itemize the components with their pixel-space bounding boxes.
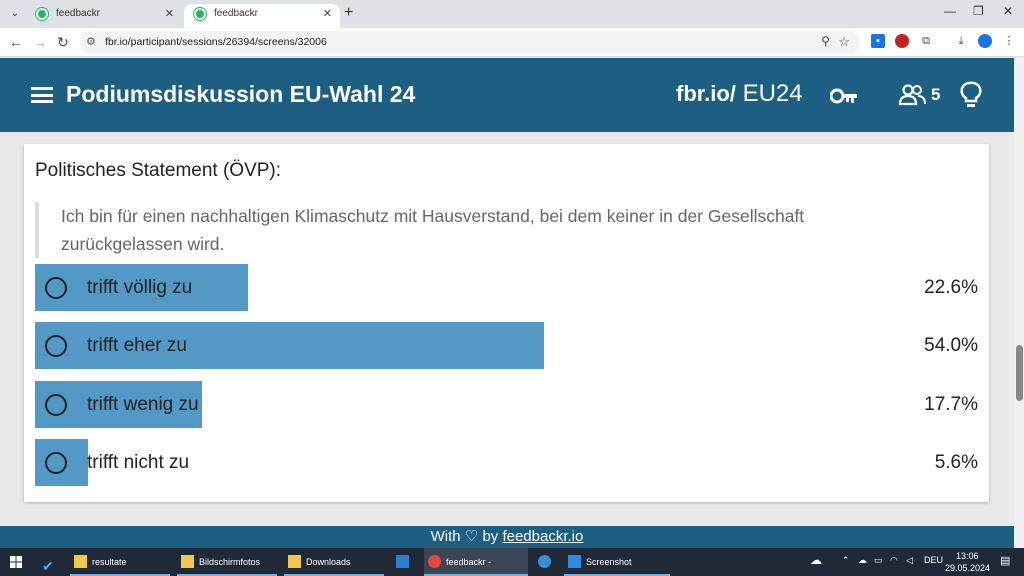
option-row[interactable]: trifft wenig zu 17.7% (35, 381, 978, 428)
browser-toolbar: ← → ↻ ⚙ fbr.io/participant/sessions/2639… (0, 28, 1024, 57)
option-percent: 22.6% (924, 277, 978, 298)
edge-app-icon[interactable] (534, 548, 562, 576)
footer-with: With (430, 528, 461, 545)
maximize-icon[interactable]: ❐ (973, 4, 984, 18)
tray-chevron-icon[interactable]: ⌃ (842, 555, 850, 565)
folder-icon (181, 555, 194, 568)
option-label: trifft wenig zu (87, 394, 199, 415)
weather-icon[interactable]: ☁ (810, 553, 822, 567)
app-header: Podiumsdiskussion EU-Wahl 24 fbr.io/ EU2… (0, 58, 1014, 132)
extension-red-icon[interactable] (895, 34, 909, 48)
option-row[interactable]: trifft völlig zu 22.6% (35, 264, 978, 311)
statement-quote: Ich bin für einen nachhaltigen Klimaschu… (35, 202, 915, 258)
mail-app-icon[interactable] (392, 548, 420, 576)
tab-title: feedbackr (56, 8, 100, 19)
hamburger-menu-icon[interactable] (31, 87, 53, 103)
new-tab-icon[interactable]: + (344, 4, 354, 21)
close-icon[interactable]: ✕ (322, 8, 332, 20)
key-icon[interactable] (830, 86, 858, 106)
download-icon[interactable]: ⤓ (958, 35, 964, 47)
extension-icon[interactable]: ▪ (871, 34, 885, 48)
forward-icon[interactable]: → (33, 34, 47, 50)
site-info-icon[interactable]: ⚙ (86, 36, 96, 48)
radio-button[interactable] (45, 452, 67, 474)
brand-code: EU24 (742, 80, 803, 107)
question-title: Politisches Statement (ÖVP): (35, 160, 282, 181)
result-bar (35, 264, 248, 311)
profile-avatar-icon[interactable] (978, 34, 992, 48)
tab-search-icon[interactable]: ⌄ (10, 8, 20, 19)
address-bar[interactable]: ⚙ fbr.io/participant/sessions/26394/scre… (80, 31, 860, 54)
option-percent: 54.0% (924, 335, 978, 356)
wifi-icon[interactable]: ◠ (890, 555, 898, 565)
windows-taskbar: ✔ resultate Bildschirmfotos Downloads fe… (0, 548, 1024, 576)
zoom-icon[interactable]: ⚲ (821, 34, 830, 48)
radio-button[interactable] (45, 335, 67, 357)
session-code: fbr.io/ EU24 (676, 80, 803, 108)
extensions-puzzle-icon[interactable]: ⧉ (922, 35, 930, 47)
window-close-icon[interactable]: ✕ (1003, 4, 1014, 18)
brand-prefix: fbr.io/ (676, 81, 736, 106)
page-scrollbar[interactable] (1014, 58, 1024, 548)
onedrive-icon[interactable]: ☁ (858, 555, 867, 565)
reload-icon[interactable]: ↻ (57, 34, 69, 50)
browser-menu-icon[interactable]: ⋮ (1003, 35, 1015, 47)
page-title: Podiumsdiskussion EU-Wahl 24 (66, 81, 416, 107)
tab-feedbackr-1[interactable]: feedbackr ✕ (26, 4, 182, 28)
participants-icon (898, 84, 926, 106)
option-label: trifft völlig zu (87, 277, 193, 298)
checkmark-app-icon[interactable]: ✔ (42, 558, 54, 574)
result-bar (35, 322, 544, 369)
taskbar-item-resultate[interactable]: resultate (70, 548, 170, 576)
url-text: fbr.io/participant/sessions/26394/screen… (105, 36, 327, 48)
heart-icon: ♡ (464, 528, 479, 545)
clock-date[interactable]: 29.05.2024 (945, 563, 991, 573)
option-row[interactable]: trifft eher zu 54.0% (35, 322, 978, 369)
option-label: trifft eher zu (87, 335, 187, 356)
feedbackr-favicon-icon (36, 8, 48, 20)
feedbackr-favicon-icon (194, 8, 206, 20)
taskbar-item-downloads[interactable]: Downloads (284, 548, 384, 576)
feedbackr-link[interactable]: feedbackr.io (502, 528, 584, 545)
close-icon[interactable]: ✕ (164, 8, 174, 20)
scrollbar-thumb[interactable] (1016, 345, 1023, 401)
participant-count: 5 (931, 85, 941, 104)
lightbulb-icon[interactable] (960, 81, 982, 109)
tab-title: feedbackr (214, 8, 258, 19)
taskbar-item-bildschirmfotos[interactable]: Bildschirmfotos (177, 548, 277, 576)
folder-icon (74, 555, 87, 568)
option-percent: 5.6% (934, 452, 978, 473)
taskbar-item-screenshot[interactable]: Screenshot (49).png... (564, 548, 670, 576)
back-icon[interactable]: ← (9, 34, 23, 50)
windows-start-icon[interactable] (10, 556, 22, 568)
question-card: Politisches Statement (ÖVP): Ich bin für… (24, 144, 989, 502)
tab-feedbackr-2[interactable]: feedbackr ✕ (184, 4, 340, 28)
radio-button[interactable] (45, 277, 67, 299)
clock-time[interactable]: 13:06 (956, 551, 979, 561)
main-content: Politisches Statement (ÖVP): Ich bin für… (0, 132, 1014, 526)
tab-strip: ⌄ feedbackr ✕ feedbackr ✕ + — ❐ ✕ (0, 0, 1024, 28)
radio-button[interactable] (45, 394, 67, 416)
language-indicator[interactable]: DEU (924, 555, 944, 565)
folder-icon (288, 555, 301, 568)
option-percent: 17.7% (924, 394, 978, 415)
battery-icon[interactable]: ▭ (874, 555, 883, 565)
chrome-icon (428, 555, 441, 568)
minimize-icon[interactable]: — (944, 4, 956, 18)
app-footer: With ♡ by feedbackr.io (0, 526, 1014, 548)
notifications-icon[interactable]: ▤ (1000, 555, 1011, 567)
taskbar-item-chrome[interactable]: feedbackr - Google... (424, 548, 528, 576)
option-row[interactable]: trifft nicht zu 5.6% (35, 439, 978, 486)
bookmark-star-icon[interactable]: ☆ (838, 34, 850, 49)
image-viewer-icon (568, 555, 581, 568)
volume-icon[interactable]: ◁ (906, 555, 913, 565)
option-label: trifft nicht zu (87, 452, 190, 473)
footer-by: by (482, 528, 499, 545)
